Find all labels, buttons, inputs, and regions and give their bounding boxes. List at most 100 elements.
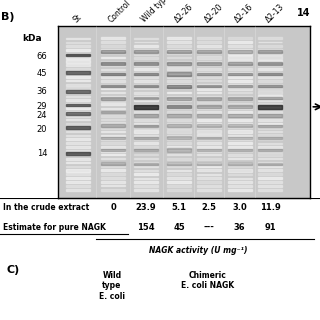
Bar [66, 92, 90, 94]
Bar [197, 103, 221, 105]
Bar [258, 123, 282, 124]
Bar [167, 135, 191, 136]
Bar [134, 96, 158, 97]
Bar [258, 181, 282, 183]
Bar [167, 111, 191, 113]
Bar [101, 53, 125, 54]
Bar [228, 68, 252, 70]
Bar [101, 131, 125, 132]
Bar [258, 126, 282, 129]
Bar [66, 162, 90, 163]
Text: St: St [71, 12, 84, 24]
Bar [197, 130, 221, 132]
Bar [101, 115, 125, 117]
Bar [228, 178, 252, 179]
Bar [167, 173, 191, 175]
Bar [101, 92, 125, 93]
Bar [167, 68, 191, 70]
Bar [167, 80, 191, 82]
Bar [228, 130, 252, 132]
Bar [197, 119, 221, 121]
Bar [258, 134, 282, 136]
Bar [101, 137, 125, 139]
Bar [134, 115, 158, 117]
Bar [197, 185, 221, 187]
Bar [228, 52, 252, 55]
Bar [197, 80, 221, 81]
Bar [228, 142, 252, 144]
Bar [258, 185, 282, 187]
Bar [101, 50, 125, 53]
Bar [134, 84, 158, 85]
Bar [167, 136, 191, 140]
Bar [134, 185, 158, 187]
Bar [258, 119, 282, 121]
Bar [66, 107, 90, 109]
Bar [258, 105, 282, 109]
Bar [101, 169, 125, 172]
Bar [197, 76, 221, 78]
Bar [101, 146, 125, 148]
Bar [101, 111, 125, 113]
Bar [228, 185, 252, 187]
Bar [258, 138, 282, 140]
Bar [167, 72, 191, 76]
Bar [228, 107, 252, 109]
Bar [101, 111, 125, 113]
Bar [258, 149, 282, 151]
Bar [66, 115, 90, 117]
Bar [228, 72, 252, 74]
Bar [258, 100, 282, 101]
Bar [228, 150, 252, 152]
Text: 29: 29 [37, 102, 47, 111]
Bar [66, 154, 90, 156]
Bar [258, 49, 282, 51]
Text: Wild
type
E. coli: Wild type E. coli [99, 271, 125, 301]
Bar [258, 91, 282, 94]
Bar [258, 163, 282, 165]
Bar [66, 100, 90, 101]
Bar [101, 97, 125, 100]
Bar [228, 154, 252, 156]
Bar [258, 166, 282, 167]
Bar [167, 76, 191, 77]
Bar [197, 88, 221, 90]
Bar [66, 131, 90, 132]
Bar [66, 84, 90, 86]
Bar [228, 163, 252, 165]
Bar [66, 45, 90, 47]
Bar [66, 188, 90, 191]
Text: 36: 36 [234, 223, 245, 232]
Bar [228, 148, 252, 151]
Bar [197, 169, 221, 172]
Bar [134, 146, 158, 148]
Bar [258, 103, 282, 105]
Bar [66, 71, 90, 74]
Bar [134, 166, 158, 167]
Bar [167, 100, 191, 101]
Bar [101, 85, 125, 87]
Bar [258, 189, 282, 191]
Bar [66, 150, 90, 151]
Bar [197, 163, 221, 165]
Bar [101, 57, 125, 58]
Bar [197, 85, 221, 87]
Text: 45: 45 [37, 69, 47, 78]
Bar [258, 158, 282, 159]
Text: 45: 45 [173, 223, 185, 232]
Bar [167, 162, 191, 165]
Bar [66, 72, 90, 74]
Text: NAGK activity (U mg⁻¹): NAGK activity (U mg⁻¹) [149, 246, 248, 255]
Bar [197, 139, 221, 140]
Text: kDa: kDa [22, 34, 42, 43]
Bar [258, 68, 282, 70]
Bar [197, 189, 221, 191]
Bar [101, 96, 125, 97]
Bar [134, 158, 158, 159]
Bar [197, 124, 221, 127]
Bar [228, 56, 252, 59]
Bar [167, 41, 191, 43]
Bar [167, 88, 191, 89]
Bar [228, 105, 252, 108]
Bar [66, 76, 90, 78]
